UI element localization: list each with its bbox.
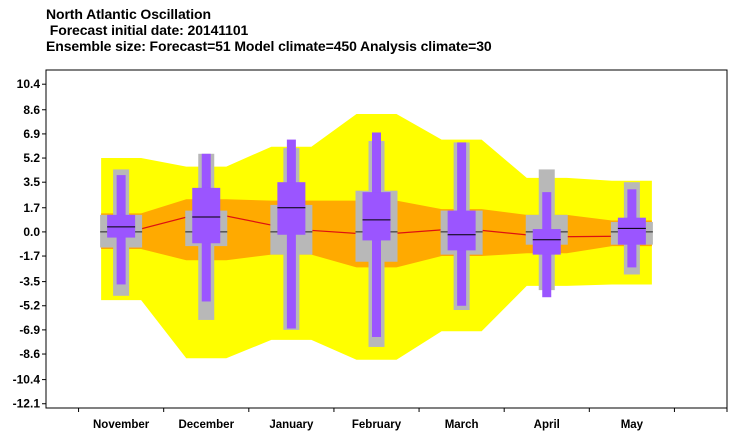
x-tick-label: February <box>352 419 402 431</box>
y-tick-label: 3.5 <box>23 175 40 189</box>
x-tick-label: March <box>445 419 479 431</box>
plot-frame <box>45 69 728 409</box>
y-tick-label: 0.0 <box>23 225 40 239</box>
y-tick-label: 1.7 <box>23 201 40 215</box>
forecast-box-march <box>447 210 476 251</box>
x-tick-label: April <box>534 419 560 431</box>
forecast-box-february <box>362 192 391 241</box>
axes-layer: 10.4 8.6 6.9 5.2 3.5 1.7 0.0 -1.7 -3.5 -5.2 -6.9 -8… <box>13 69 728 431</box>
y-tick-label: -12.1 <box>13 397 41 411</box>
x-tick-label: January <box>269 419 314 431</box>
chart-subtitle: Forecast initial date: 20141101 <box>46 22 249 38</box>
y-tick-label: 5.2 <box>23 151 40 165</box>
forecast-box-april <box>532 229 561 255</box>
forecast-box-december <box>192 187 221 244</box>
ensemble-size-line: Ensemble size: Forecast=51 Model climate… <box>46 38 492 54</box>
y-tick-label: -3.5 <box>19 275 40 289</box>
y-tick-label: 8.6 <box>23 103 40 117</box>
forecast-box-january <box>277 182 306 235</box>
forecast-box-may <box>617 217 646 245</box>
x-tick-label: December <box>178 419 234 431</box>
x-tick-label: May <box>621 419 644 431</box>
y-tick-label: -6.9 <box>19 323 40 337</box>
y-tick-label: -1.7 <box>19 249 40 263</box>
y-tick-label: -8.6 <box>19 347 40 361</box>
title-block: North Atlantic Oscillation Forecast init… <box>46 6 492 54</box>
y-tick-label: 10.4 <box>17 77 41 91</box>
chart-title: North Atlantic Oscillation <box>46 6 211 22</box>
forecast-box-november <box>107 214 136 238</box>
y-tick-label: 6.9 <box>23 127 40 141</box>
y-tick-label: -5.2 <box>19 299 40 313</box>
forecast-boxes-layer <box>107 132 646 337</box>
y-tick-label: -10.4 <box>13 373 41 387</box>
x-tick-label: November <box>93 419 150 431</box>
